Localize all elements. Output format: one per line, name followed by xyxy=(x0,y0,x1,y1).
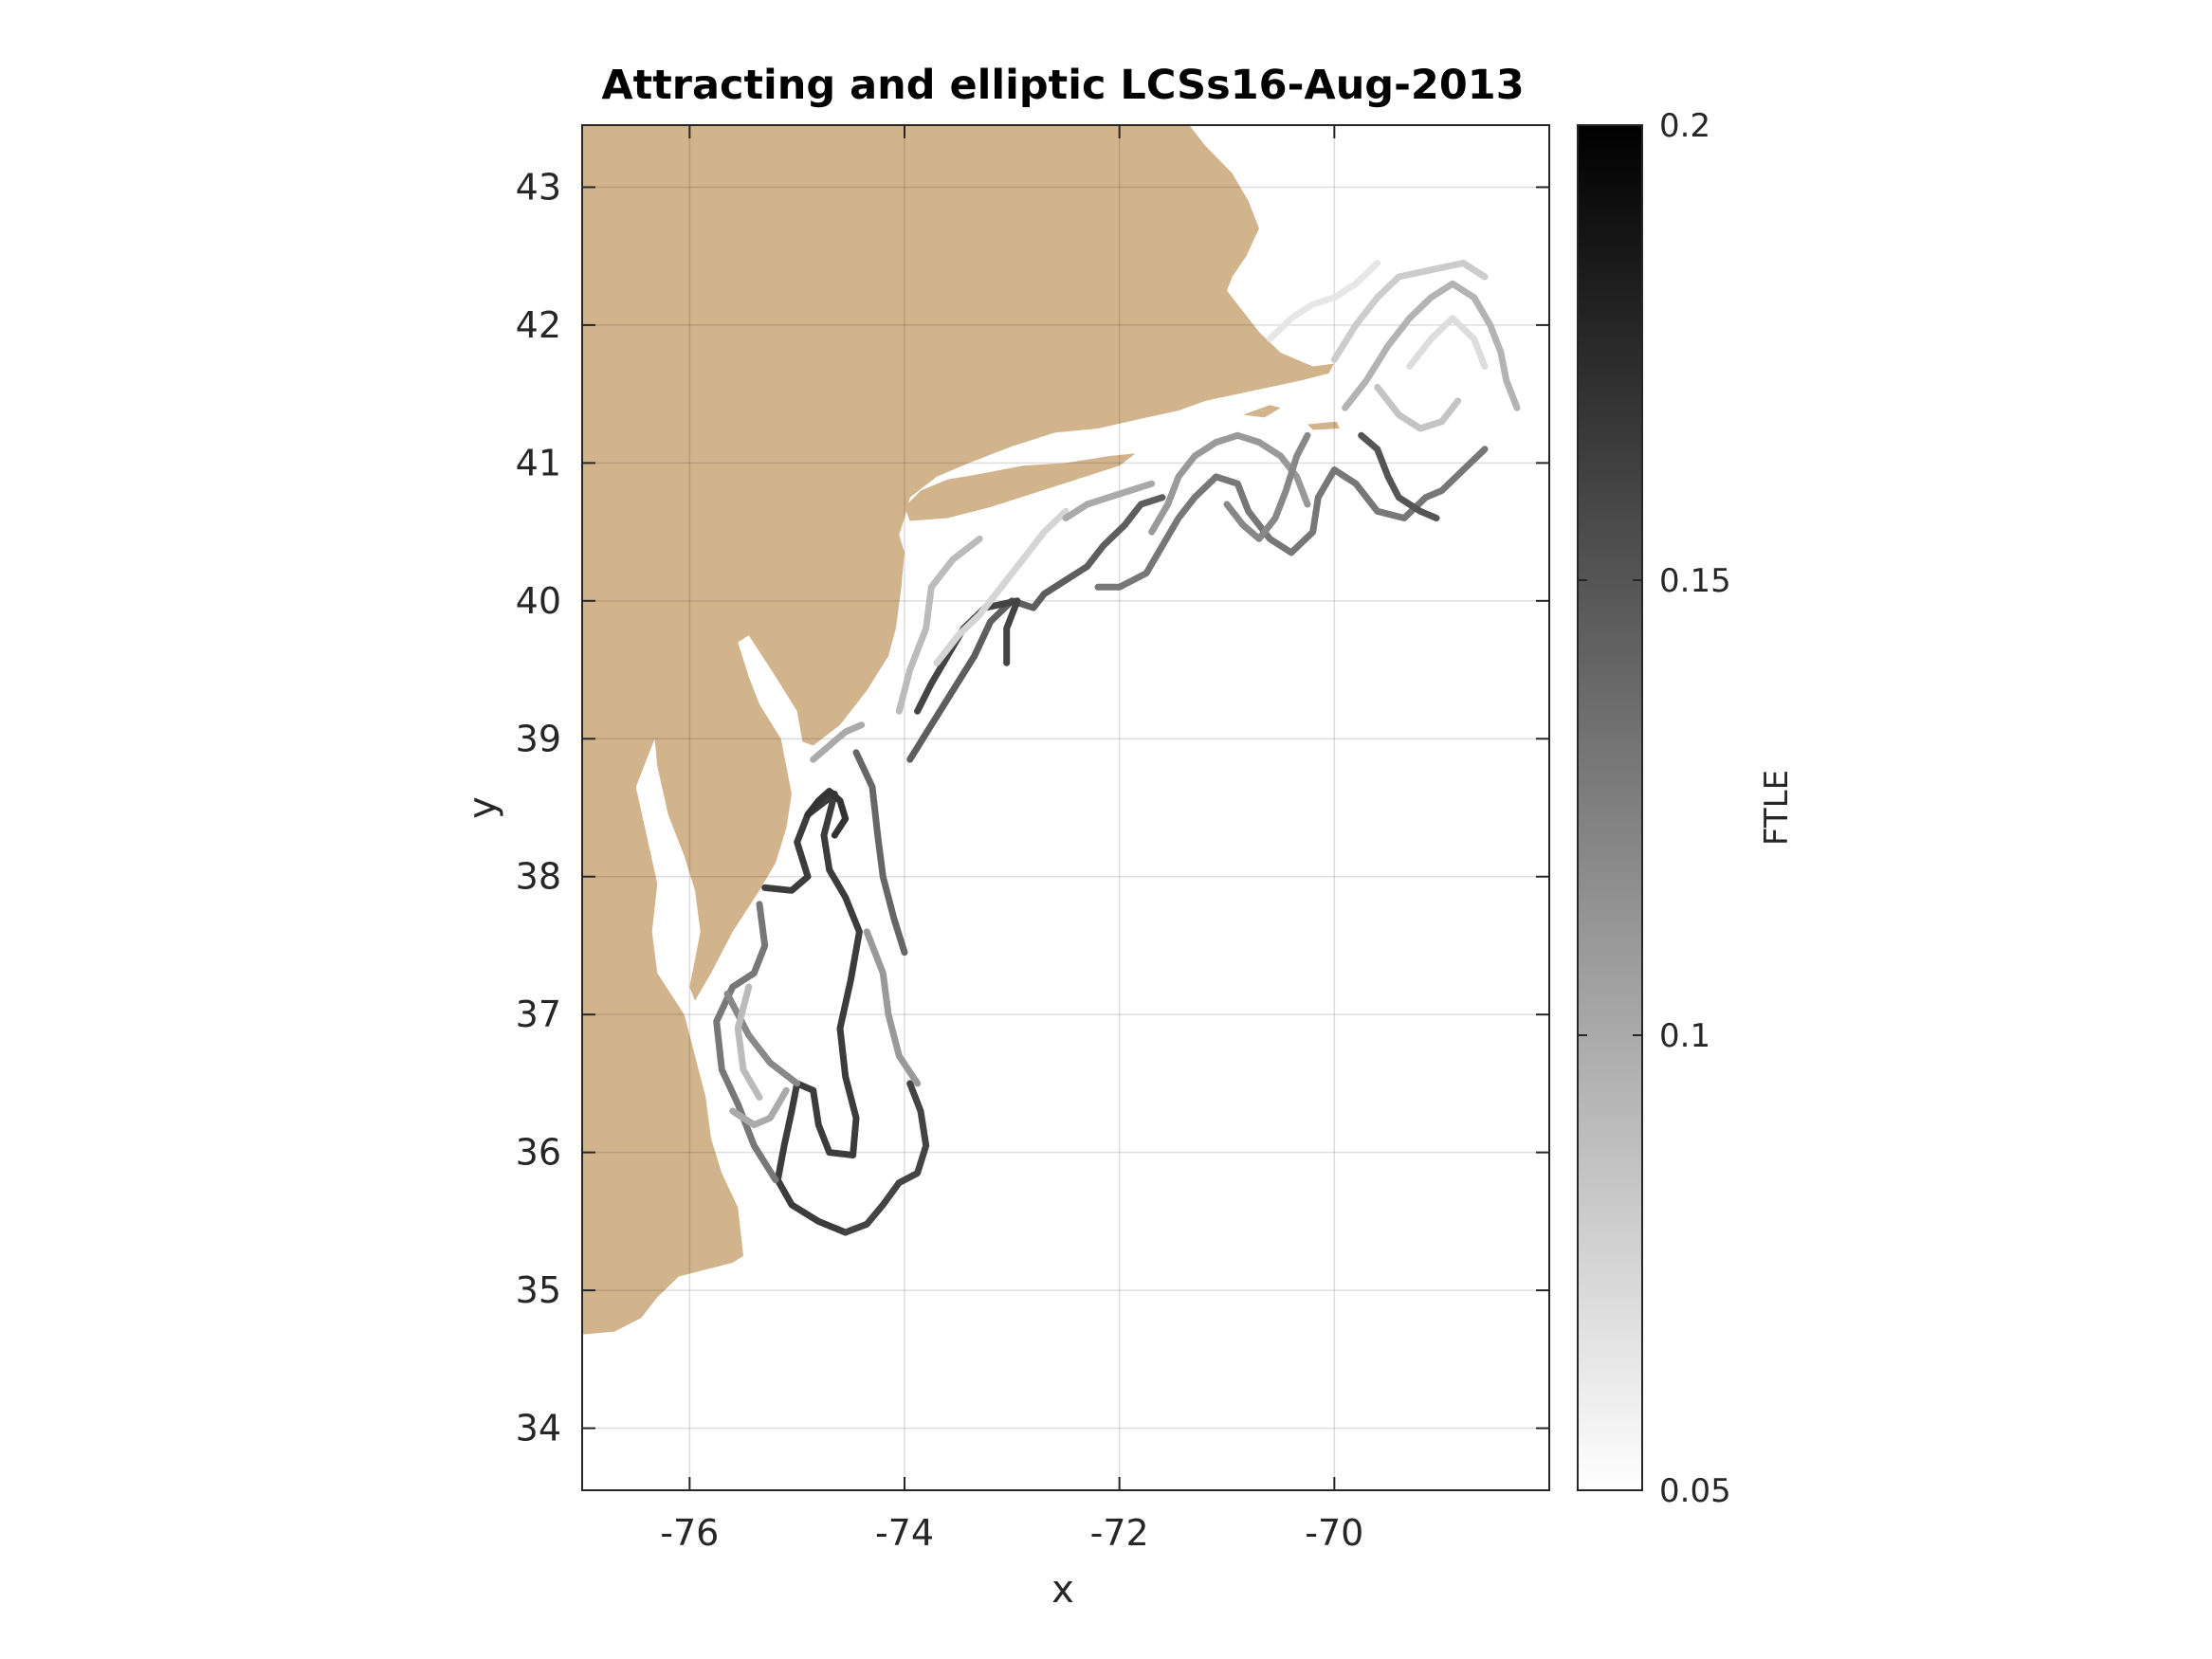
grid-lines xyxy=(582,125,1549,1490)
colorbar-tick-label: 0.2 xyxy=(1659,107,1710,145)
y-tick-label: 35 xyxy=(516,1269,561,1311)
lcs-curve xyxy=(713,901,779,1184)
land-polygon xyxy=(1307,421,1340,430)
lcs-curve xyxy=(906,494,1166,763)
land-polygon xyxy=(1243,405,1281,418)
colorbar-tick-label: 0.1 xyxy=(1659,1017,1710,1055)
x-tick-label: -70 xyxy=(1305,1512,1363,1554)
colorbar-tick-label: 0.15 xyxy=(1659,562,1731,600)
chart-title: Attracting and elliptic LCSs16-Aug-2013 xyxy=(601,62,1524,109)
x-tick-label: -74 xyxy=(875,1512,934,1554)
y-tick-label: 38 xyxy=(516,856,561,898)
lcs-curve xyxy=(933,507,1069,666)
lcs-curve xyxy=(1358,431,1440,521)
lcs-curve xyxy=(729,1086,790,1128)
y-axis-label: y xyxy=(461,796,504,819)
y-tick-label: 34 xyxy=(516,1408,561,1449)
y-tick-label: 42 xyxy=(516,304,561,346)
y-tick-label: 43 xyxy=(516,166,561,208)
lcs-curves xyxy=(713,260,1521,1236)
lcs-curve xyxy=(842,1080,930,1236)
lcs-curve xyxy=(1374,383,1462,432)
land-polygon xyxy=(582,125,1340,1335)
lcs-curve xyxy=(1094,446,1489,591)
lcs-curve xyxy=(804,788,850,839)
lcs-curve xyxy=(852,749,908,957)
lcs-curve xyxy=(1330,260,1489,363)
x-tick-label: -76 xyxy=(660,1512,719,1554)
lcs-curve xyxy=(895,535,983,715)
lcs-curve xyxy=(734,983,763,1101)
axis-ticks: -76 -74 -72 -70 34 35 36 37 38 39 40 41 42 43 xyxy=(516,125,1549,1554)
lcs-curve xyxy=(810,721,866,763)
colorbar-tick-label: 0.05 xyxy=(1659,1472,1731,1510)
lcs-curve xyxy=(723,990,801,1087)
lcs-curve xyxy=(1342,280,1521,411)
y-tick-label: 36 xyxy=(516,1132,561,1174)
lcs-curve xyxy=(1406,315,1489,370)
lcs-curve xyxy=(863,928,922,1087)
colorbar xyxy=(1577,124,1643,1491)
lcs-curve xyxy=(1223,431,1311,542)
x-tick-label: -72 xyxy=(1090,1512,1149,1554)
lcs-curve xyxy=(1148,431,1311,536)
y-tick-label: 39 xyxy=(516,718,561,759)
y-tick-label: 37 xyxy=(516,994,561,1035)
lcs-curve xyxy=(1266,260,1381,342)
y-tick-label: 41 xyxy=(516,442,561,483)
land-layer xyxy=(582,125,1340,1335)
y-tick-label: 40 xyxy=(516,580,561,622)
lcs-curve xyxy=(1062,480,1156,521)
colorbar-ticks: 0.05 0.1 0.15 0.2 xyxy=(1578,107,1731,1510)
plot-frame xyxy=(581,124,1550,1491)
colorbar-label: FTLE xyxy=(1758,770,1796,846)
x-axis-label: x xyxy=(1051,1568,1074,1612)
land-polygon xyxy=(905,453,1136,521)
